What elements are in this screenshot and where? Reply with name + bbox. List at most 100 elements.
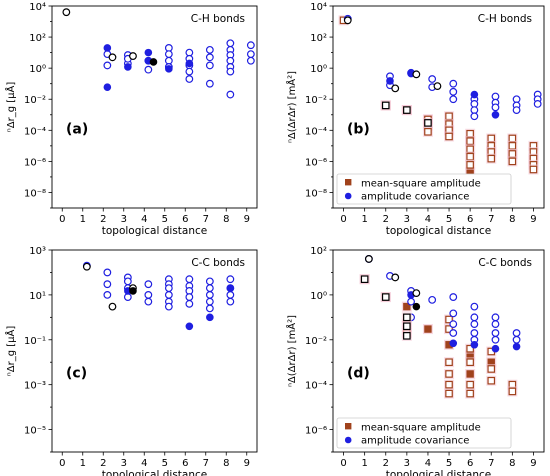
data-point (466, 370, 474, 378)
data-point (129, 52, 137, 60)
legend-box (336, 417, 512, 449)
x-tick-label: 9 (244, 214, 250, 225)
data-point (445, 358, 453, 367)
data-point (491, 335, 500, 344)
data-point (403, 106, 411, 114)
x-tick-label: 2 (383, 458, 389, 469)
data-point (226, 290, 235, 299)
data-point (433, 82, 442, 90)
panel-c: 0 1 2 3 4 5 6 7 8 9 10³ 10¹ 10⁻¹ 10⁻³ 10⁻⁵ C-C bonds (c)… (4, 246, 258, 476)
x-tick-label: 9 (530, 458, 536, 469)
data-point (487, 376, 496, 385)
data-point (445, 132, 453, 141)
y-tick-label: 10⁻⁴ (305, 126, 327, 137)
data-point (470, 329, 479, 337)
panel-letter: (a) (66, 121, 88, 137)
data-point (205, 53, 214, 62)
data-point (445, 112, 453, 121)
data-point (149, 58, 158, 66)
data-point (205, 61, 214, 70)
data-point (144, 290, 153, 299)
data-point (466, 380, 474, 389)
legend-label: mean-square amplitude (361, 179, 481, 190)
data-point (449, 87, 458, 96)
y-tick-label: 10⁻⁶ (305, 157, 327, 168)
y-tick-label: 10⁻⁴ (305, 381, 327, 392)
y-tick-label: 10⁻³ (24, 381, 46, 392)
panel-letter: (b) (347, 121, 370, 137)
data-point (246, 41, 255, 50)
data-point (470, 112, 479, 121)
data-point (364, 255, 373, 263)
data-point (124, 63, 132, 71)
data-point (144, 48, 153, 57)
data-point (466, 344, 474, 353)
panel-title: C-H bonds (191, 13, 245, 25)
data-point (508, 157, 517, 166)
x-tick-label: 3 (121, 214, 127, 225)
panel-title: C-C bonds (478, 257, 532, 269)
legend: mean-square amplitude amplitude covarianc… (336, 417, 512, 449)
data-point (449, 320, 458, 328)
panel-a: 0 1 2 3 4 5 6 7 8 9 10⁴ 10² 10⁰ 10⁻² 10⁻⁴ 10⁻⁶ 10⁻⁸ C-H b… (4, 2, 258, 237)
data-point (487, 134, 496, 143)
x-tick-label: 4 (141, 458, 147, 469)
data-point (205, 290, 214, 299)
data-point (103, 280, 112, 289)
data-point (466, 358, 474, 367)
x-tick-label: 0 (340, 458, 346, 469)
x-tick-label: 5 (162, 458, 168, 469)
data-point (449, 339, 458, 348)
x-tick-label: 7 (203, 214, 209, 225)
data-points (82, 261, 235, 331)
data-point (185, 322, 194, 331)
data-point (108, 53, 117, 62)
data-point (391, 84, 400, 93)
x-tick-label: 2 (100, 214, 106, 225)
data-point (381, 101, 390, 110)
panel-d: 0 1 2 3 4 5 6 7 8 9 10² 10⁰ 10⁻² 10⁻⁴ 10⁻⁶ C-C bonds (d)… (285, 246, 545, 476)
x-tick-label: 7 (488, 214, 494, 225)
y-tick-label: 10⁻⁸ (305, 188, 327, 199)
data-point (508, 134, 517, 143)
legend-box (336, 173, 512, 205)
panel-title: C-H bonds (478, 13, 532, 25)
y-axis-label: ⁿΔ(ΔrΔr) [mÅ²] (285, 71, 298, 143)
legend-label: amplitude covariance (361, 436, 469, 447)
x-tick-label: 5 (162, 214, 168, 225)
data-point (164, 290, 173, 299)
data-point (412, 302, 421, 311)
data-point (123, 293, 132, 301)
panel-letter: (d) (347, 365, 370, 381)
plot-frame (51, 249, 258, 453)
panel-b: 0 1 2 3 4 5 6 7 8 9 10⁴ 10² 10⁰ 10⁻² 10⁻⁴ 10⁻⁶ 10⁻⁸ C-H b… (285, 2, 545, 237)
x-tick-label: 6 (467, 214, 473, 225)
data-point (205, 284, 214, 293)
x-tick-label: 4 (425, 458, 431, 469)
data-point (491, 329, 500, 337)
x-axis-label: topological distance (386, 469, 492, 476)
data-point (512, 342, 521, 351)
x-tick-label: 4 (141, 214, 147, 225)
data-point (103, 44, 112, 52)
data-point (449, 309, 458, 318)
plot-frame (332, 249, 545, 453)
data-point (108, 302, 117, 311)
data-point (391, 273, 400, 282)
x-tick-label: 8 (509, 458, 515, 469)
legend-square-marker (345, 179, 352, 186)
data-point (508, 142, 517, 150)
x-tick-label: 0 (59, 458, 65, 469)
data-point (512, 329, 521, 337)
data-point (533, 100, 542, 108)
data-point (466, 161, 474, 169)
x-tick-label: 8 (223, 458, 229, 469)
y-tick-label: 10⁰ (310, 291, 327, 302)
x-tick-label: 1 (80, 214, 86, 225)
data-point (491, 313, 500, 322)
data-point (226, 39, 235, 48)
data-point (185, 293, 194, 301)
x-tick-label: 3 (404, 214, 410, 225)
x-axis-label: topological distance (102, 469, 208, 476)
